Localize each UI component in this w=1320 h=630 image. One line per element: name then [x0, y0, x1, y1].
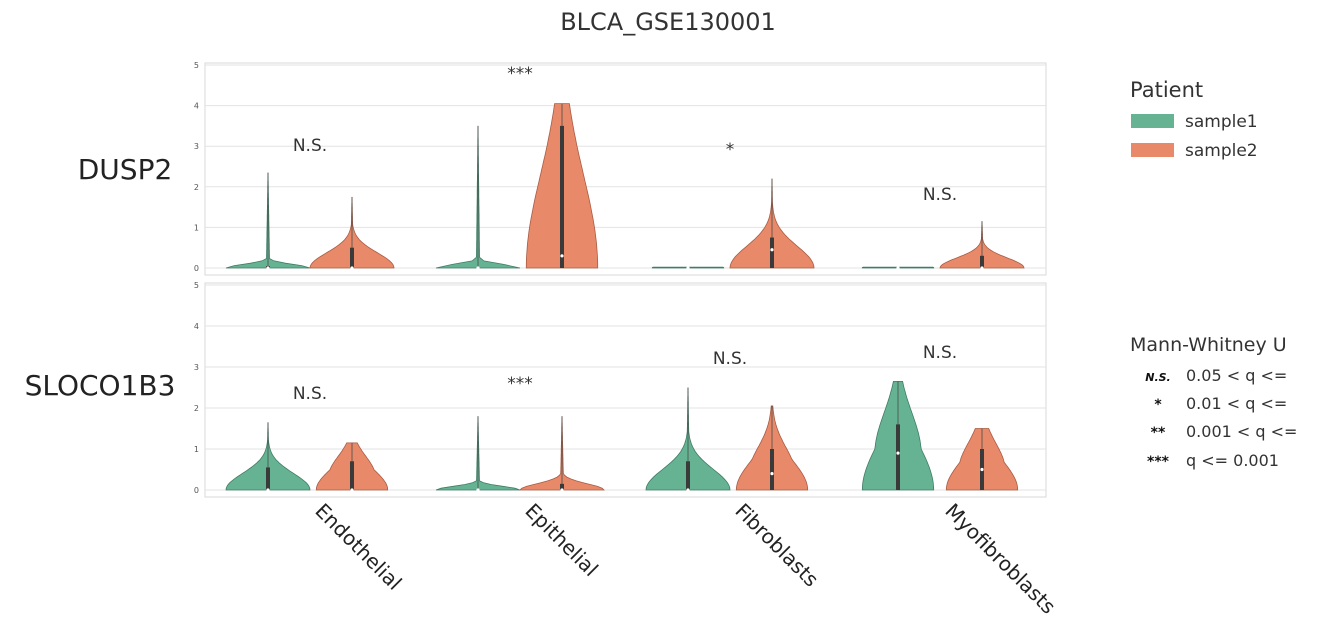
violin-median	[350, 488, 354, 492]
y-tick-label: 5	[194, 61, 199, 70]
y-tick-label: 0	[194, 264, 199, 273]
legend-swatch-sample2	[1131, 143, 1174, 157]
significance-annotation-myofibroblasts: N.S.	[923, 185, 957, 205]
violin-median	[896, 451, 900, 455]
legend-swatch-sample1	[1131, 114, 1174, 128]
significance-label-one-star: 0.01 < q <=	[1186, 394, 1287, 413]
violin-median	[686, 488, 690, 492]
x-tick-label-myofibroblasts: Myofibroblasts	[940, 499, 1060, 619]
y-tick-label: 2	[194, 183, 199, 192]
legend-label-sample1: sample1	[1185, 112, 1258, 132]
violin-iqr-box	[896, 424, 900, 490]
violin-iqr-box	[560, 483, 564, 490]
x-axis: Endothelial Epithelial Fibroblasts Myofibro…	[310, 499, 1060, 619]
legend-title: Patient	[1130, 78, 1203, 102]
violin-median	[560, 488, 564, 492]
violin-iqr-box	[770, 237, 774, 268]
violin-iqr-box	[350, 461, 354, 490]
violin-median	[350, 266, 354, 270]
violin-iqr-box	[980, 255, 984, 268]
violin-median	[686, 266, 690, 270]
panel-frame	[204, 282, 1047, 498]
significance-label-ns: 0.05 < q <=	[1186, 366, 1287, 385]
significance-annotation-epithelial: ***	[507, 64, 533, 84]
significance-symbol-three-star: ***	[1147, 454, 1170, 470]
y-tick-label: 3	[194, 142, 199, 151]
y-tick-label: 2	[194, 404, 199, 413]
x-tick-label-endothelial: Endothelial	[310, 499, 406, 595]
significance-symbol-two-star: **	[1151, 425, 1166, 441]
y-tick-label: 0	[194, 486, 199, 495]
y-tick-label: 1	[194, 445, 199, 454]
panel-sloco1b3: 0 1 2 3 4 5 SLOCO1B3 N.S. *** N.S. N.S.	[25, 281, 1047, 498]
violin-median	[770, 248, 774, 252]
significance-annotation-fibroblasts: *	[726, 140, 735, 160]
significance-annotation-myofibroblasts: N.S.	[923, 343, 957, 363]
violin-median	[896, 266, 900, 270]
significance-label-three-star: q <= 0.001	[1186, 451, 1279, 470]
violin-median	[266, 488, 270, 492]
significance-label-two-star: 0.001 < q <=	[1186, 422, 1297, 441]
violin-median	[476, 488, 480, 492]
violin-median	[770, 472, 774, 476]
significance-annotation-epithelial: ***	[507, 374, 533, 394]
legend-label-sample2: sample2	[1185, 141, 1258, 161]
chart-title: BLCA_GSE130001	[560, 8, 776, 36]
gene-label-dusp2: DUSP2	[78, 153, 173, 186]
significance-legend-title: Mann-Whitney U	[1130, 334, 1287, 356]
x-tick-label-epithelial: Epithelial	[520, 499, 602, 581]
violin-iqr-box	[350, 247, 354, 268]
significance-annotation-fibroblasts: N.S.	[713, 349, 747, 369]
patient-legend: Patient sample1 sample2	[1130, 78, 1258, 161]
violin-median	[560, 254, 564, 258]
violin-median	[980, 467, 984, 472]
y-tick-label: 4	[194, 322, 199, 331]
significance-symbol-ns: N.S.	[1145, 371, 1171, 384]
violin-iqr-box	[560, 125, 564, 269]
violin-median	[980, 266, 984, 270]
gene-label-sloco1b3: SLOCO1B3	[25, 369, 176, 402]
violin-median	[476, 266, 480, 270]
significance-annotation-endothelial: N.S.	[293, 384, 327, 404]
y-tick-label: 5	[194, 281, 199, 290]
y-tick-label: 3	[194, 363, 199, 372]
violin-median	[266, 266, 270, 270]
significance-legend: Mann-Whitney U N.S. 0.05 < q <= * 0.01 <…	[1130, 334, 1297, 470]
violin-iqr-box	[266, 467, 270, 490]
x-tick-label-fibroblasts: Fibroblasts	[730, 499, 823, 592]
significance-symbol-one-star: *	[1154, 397, 1162, 413]
y-tick-label: 4	[194, 102, 199, 111]
violin-iqr-box	[686, 461, 690, 490]
panel-frame	[204, 62, 1047, 276]
significance-annotation-endothelial: N.S.	[293, 136, 327, 156]
y-tick-label: 1	[194, 223, 199, 232]
violin-iqr-box	[770, 449, 774, 490]
